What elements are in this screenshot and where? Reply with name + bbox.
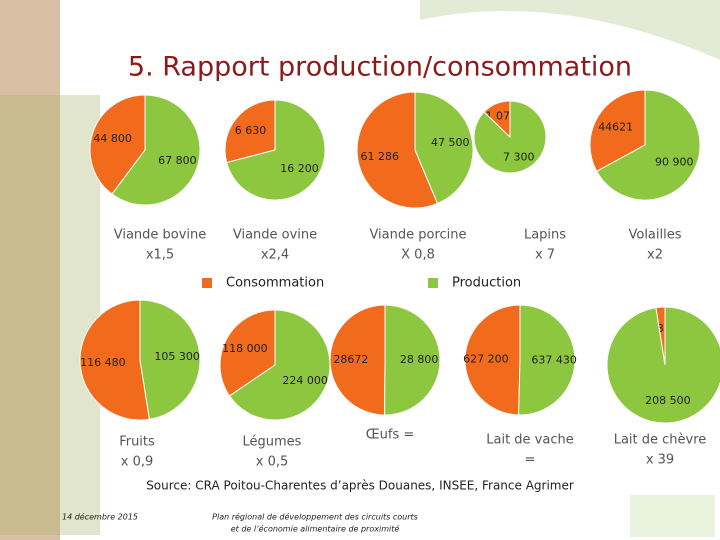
pie-ratio: x 0,9 [121, 455, 154, 470]
pie-title: Œufs = [366, 428, 415, 443]
pie-slice [329, 304, 386, 416]
source: Source: CRA Poitou-Charentes d’après Dou… [146, 479, 574, 493]
pie-title: Viande ovine [233, 228, 317, 243]
pie-slice [228, 309, 331, 421]
pie-slice [464, 304, 521, 416]
legend-swatch [428, 278, 438, 288]
pie-ratio: x 0,5 [256, 455, 289, 470]
pie-slice [219, 309, 276, 397]
pie-title: Lapins [524, 228, 566, 243]
photo-strip [0, 95, 100, 535]
value-label: 6 630 [235, 124, 267, 137]
logo [630, 495, 715, 537]
date: 14 décembre 2015 [62, 512, 138, 522]
pie-slice [111, 94, 201, 206]
pie-title: Légumes [243, 435, 302, 450]
footer: et de l’économie alimentaire de proximit… [231, 524, 400, 534]
pie-slice [89, 94, 146, 195]
value-label: 7 300 [503, 151, 535, 164]
decoration [420, 0, 720, 60]
value-label: 61 286 [361, 150, 400, 163]
legend-swatch [202, 278, 212, 288]
value-label: 67 800 [158, 154, 197, 167]
pie-slice [224, 99, 276, 164]
pie-slice [414, 91, 474, 205]
footer: Plan régional de développement des circu… [212, 512, 418, 522]
pie-title: Fruits [119, 435, 155, 450]
pie-ratio: x2,4 [261, 248, 289, 263]
pie-ratio: x2 [647, 248, 663, 263]
pie-slice [356, 91, 439, 209]
value-label: 105 300 [154, 350, 200, 363]
value-label: 116 480 [80, 356, 126, 369]
value-label: 47 500 [431, 136, 470, 149]
photo-strip [0, 0, 60, 540]
legend-label: Production [452, 276, 521, 291]
value-label: 118 000 [222, 342, 268, 355]
value-label: 208 500 [645, 394, 691, 407]
pie-ratio: x 7 [535, 248, 555, 263]
pie-slice [589, 89, 646, 172]
pie-slice [384, 304, 441, 416]
pie-title: Viande porcine [369, 228, 466, 243]
pie-ratio: x 39 [646, 453, 674, 468]
pie-title: Lait de chèvre [614, 433, 707, 448]
pie-title: Lait de vache [486, 433, 573, 448]
value-label: 28672 [333, 353, 368, 366]
value-label: 224 000 [282, 374, 328, 387]
pie-slice [139, 299, 201, 420]
value-label: 627 200 [463, 353, 509, 366]
pie-slice [473, 100, 547, 174]
pie-slice [606, 306, 720, 424]
pie-slice [596, 89, 701, 201]
legend-label: Consommation [226, 276, 324, 291]
pie-ratio: X 0,8 [401, 248, 435, 263]
pie-slice [79, 299, 151, 421]
pie-title: Viande bovine [114, 228, 207, 243]
pie-ratio: x1,5 [146, 248, 174, 263]
slide-title: 5. Rapport production/consommation [128, 52, 632, 83]
value-label: 16 200 [280, 162, 319, 175]
value-label: 1 075 [485, 109, 517, 122]
value-label: 90 900 [655, 155, 694, 168]
pie-ratio: = [525, 453, 536, 468]
pie-slice [225, 99, 326, 201]
value-label: 44 800 [93, 132, 132, 145]
value-label: 28 800 [400, 353, 439, 366]
value-label: 44621 [598, 121, 633, 134]
pie-title: Volailles [628, 228, 681, 243]
pie-slice [518, 304, 576, 416]
value-label: 637 430 [531, 353, 577, 366]
